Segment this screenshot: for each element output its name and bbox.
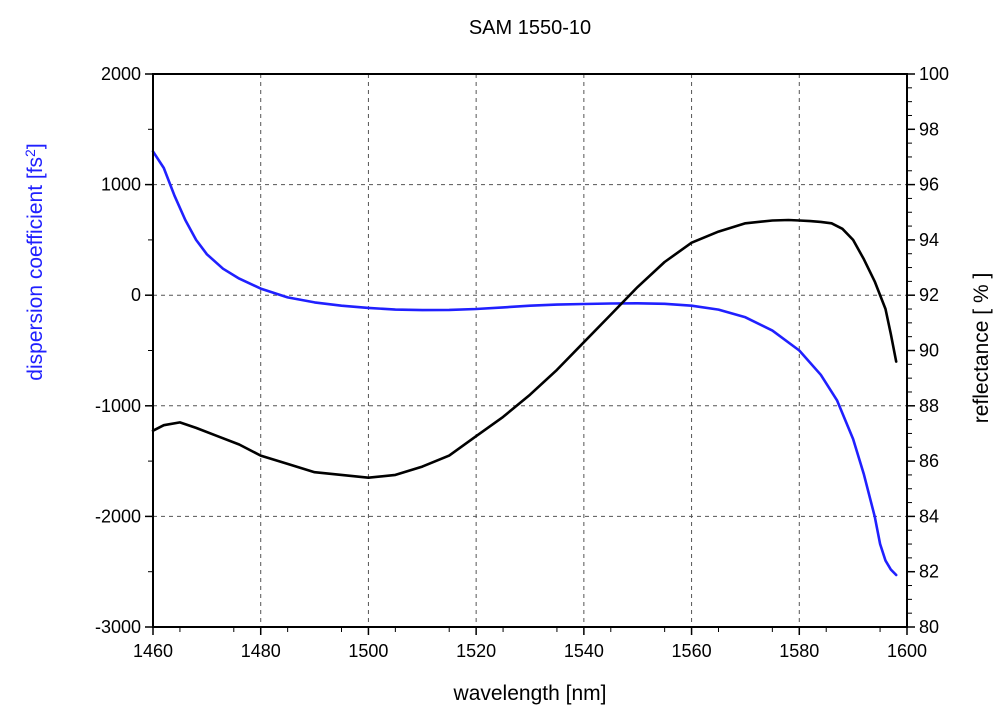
y-axis-label-left: dispersion coefficient [fs2] <box>22 143 47 380</box>
x-tick-label: 1600 <box>887 641 927 661</box>
series-group <box>151 150 898 577</box>
y-left-tick-label: 0 <box>131 285 141 305</box>
y-right-tick-label: 96 <box>919 175 939 195</box>
x-tick-label: 1520 <box>456 641 496 661</box>
chart-title: SAM 1550-10 <box>469 17 591 39</box>
grid <box>153 74 907 627</box>
y-right-tick-label: 80 <box>919 617 939 637</box>
y-right-tick-label: 82 <box>919 562 939 582</box>
y-right-tick-label: 90 <box>919 341 939 361</box>
x-tick-label: 1480 <box>241 641 281 661</box>
x-tick-label: 1500 <box>348 641 388 661</box>
y-right-tick-label: 94 <box>919 230 939 250</box>
y-left-tick-label: 1000 <box>101 175 141 195</box>
y-left-tick-label: -1000 <box>95 396 141 416</box>
x-axis-label: wavelength [nm] <box>453 682 607 705</box>
tick-labels: 1460 1480 1500 1520 1540 1560 1580 1600 -3000 -20… <box>95 64 949 661</box>
y-right-tick-label: 98 <box>919 119 939 139</box>
y-left-tick-label: 2000 <box>101 64 141 84</box>
dispersion-curve <box>151 150 898 577</box>
ticks <box>145 73 915 635</box>
y-right-tick-label: 88 <box>919 396 939 416</box>
y-right-tick-label: 92 <box>919 285 939 305</box>
x-tick-label: 1540 <box>564 641 604 661</box>
x-tick-label: 1580 <box>779 641 819 661</box>
y-right-tick-label: 86 <box>919 451 939 471</box>
reflectance-curve <box>151 218 898 479</box>
x-tick-label: 1560 <box>672 641 712 661</box>
y-right-tick-label: 100 <box>919 64 949 84</box>
x-tick-label: 1460 <box>133 641 173 661</box>
plot-frame <box>152 73 908 628</box>
y-left-tick-label: -2000 <box>95 506 141 526</box>
y-right-tick-label: 84 <box>919 506 939 526</box>
y-axis-label-right: reflectance [ % ] <box>970 273 993 424</box>
y-left-tick-label: -3000 <box>95 617 141 637</box>
